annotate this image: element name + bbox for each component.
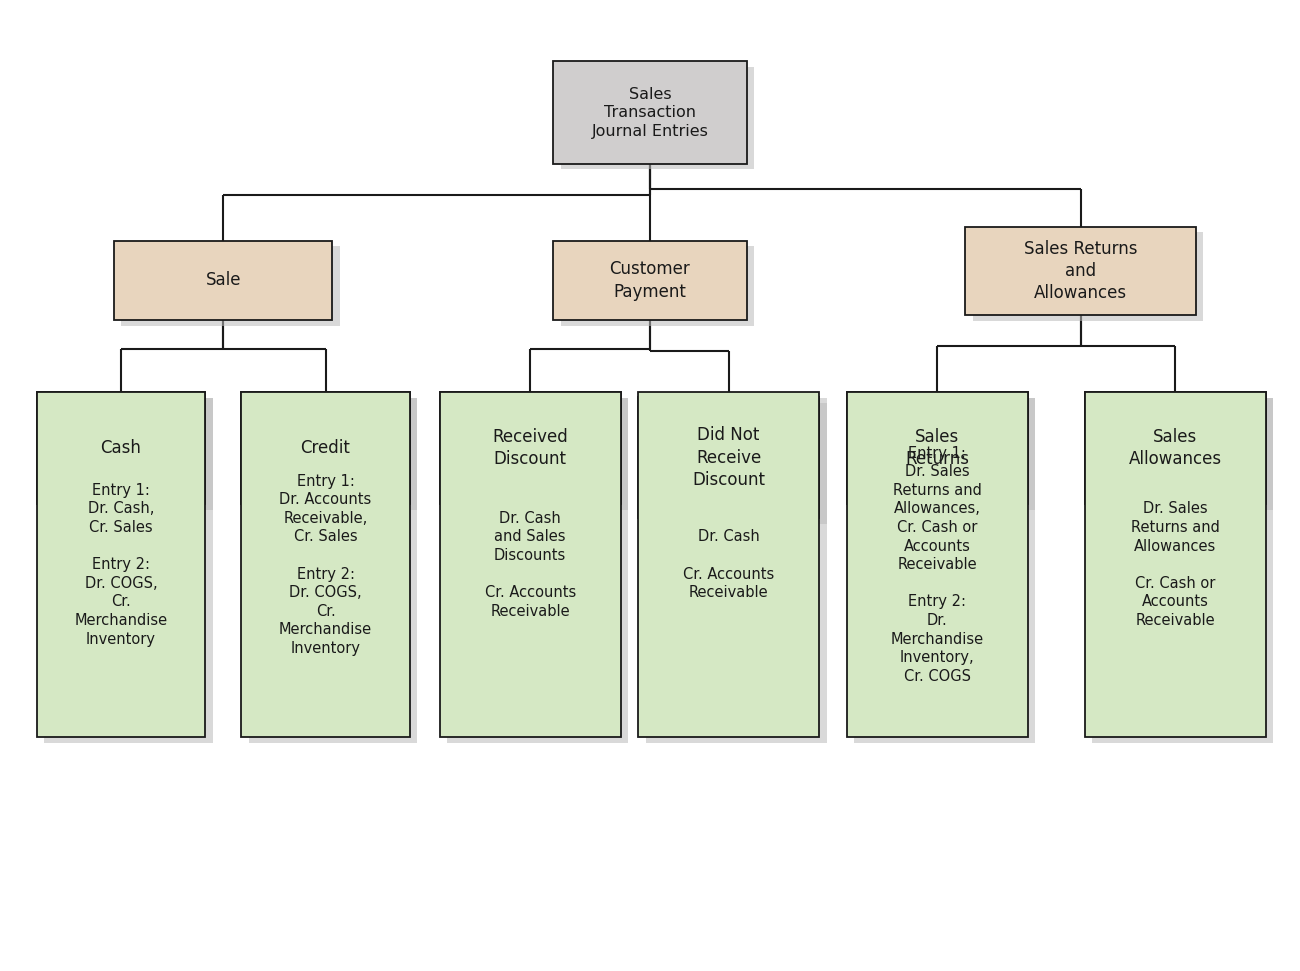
FancyBboxPatch shape — [242, 392, 410, 504]
Text: Sales
Returns: Sales Returns — [905, 428, 968, 468]
FancyBboxPatch shape — [44, 398, 213, 743]
FancyBboxPatch shape — [447, 398, 628, 743]
FancyBboxPatch shape — [44, 398, 213, 510]
Text: Sales
Transaction
Journal Entries: Sales Transaction Journal Entries — [592, 86, 708, 139]
FancyBboxPatch shape — [248, 398, 417, 743]
FancyBboxPatch shape — [972, 232, 1204, 321]
FancyBboxPatch shape — [114, 241, 333, 320]
Text: Cash: Cash — [100, 439, 142, 457]
Text: Sale: Sale — [205, 272, 240, 289]
FancyBboxPatch shape — [646, 398, 827, 743]
Text: Did Not
Receive
Discount: Did Not Receive Discount — [692, 426, 766, 488]
FancyBboxPatch shape — [1092, 398, 1274, 510]
FancyBboxPatch shape — [560, 67, 754, 170]
FancyBboxPatch shape — [439, 392, 620, 737]
FancyBboxPatch shape — [447, 398, 628, 510]
FancyBboxPatch shape — [854, 398, 1035, 743]
FancyBboxPatch shape — [121, 247, 339, 325]
FancyBboxPatch shape — [1092, 398, 1274, 743]
FancyBboxPatch shape — [1086, 392, 1266, 737]
FancyBboxPatch shape — [854, 398, 1035, 510]
Text: Entry 1:
Dr. Cash,
Cr. Sales

Entry 2:
Dr. COGS,
Cr.
Merchandise
Inventory: Entry 1: Dr. Cash, Cr. Sales Entry 2: Dr… — [74, 483, 168, 647]
FancyBboxPatch shape — [242, 392, 410, 737]
FancyBboxPatch shape — [248, 398, 417, 510]
FancyBboxPatch shape — [965, 227, 1196, 316]
Text: Sales Returns
and
Allowances: Sales Returns and Allowances — [1024, 240, 1138, 302]
Text: Received
Discount: Received Discount — [493, 428, 568, 468]
FancyBboxPatch shape — [638, 397, 819, 519]
FancyBboxPatch shape — [638, 392, 819, 737]
Text: Credit: Credit — [300, 439, 351, 457]
FancyBboxPatch shape — [554, 241, 746, 320]
FancyBboxPatch shape — [846, 392, 1027, 737]
FancyBboxPatch shape — [846, 392, 1027, 504]
FancyBboxPatch shape — [646, 403, 827, 523]
Text: Customer
Payment: Customer Payment — [610, 260, 690, 301]
Text: Dr. Sales
Returns and
Allowances

Cr. Cash or
Accounts
Receivable: Dr. Sales Returns and Allowances Cr. Cas… — [1131, 501, 1219, 628]
FancyBboxPatch shape — [560, 247, 754, 325]
Text: Sales
Allowances: Sales Allowances — [1128, 428, 1222, 468]
FancyBboxPatch shape — [554, 61, 746, 164]
FancyBboxPatch shape — [1086, 392, 1266, 504]
Text: Dr. Cash
and Sales
Discounts

Cr. Accounts
Receivable: Dr. Cash and Sales Discounts Cr. Account… — [485, 511, 576, 619]
FancyBboxPatch shape — [439, 392, 620, 504]
FancyBboxPatch shape — [36, 392, 205, 504]
Text: Entry 1:
Dr. Sales
Returns and
Allowances,
Cr. Cash or
Accounts
Receivable

Entr: Entry 1: Dr. Sales Returns and Allowance… — [891, 446, 984, 684]
FancyBboxPatch shape — [36, 392, 205, 737]
Text: Entry 1:
Dr. Accounts
Receivable,
Cr. Sales

Entry 2:
Dr. COGS,
Cr.
Merchandise
: Entry 1: Dr. Accounts Receivable, Cr. Sa… — [280, 474, 372, 656]
Text: Dr. Cash

Cr. Accounts
Receivable: Dr. Cash Cr. Accounts Receivable — [682, 529, 775, 600]
